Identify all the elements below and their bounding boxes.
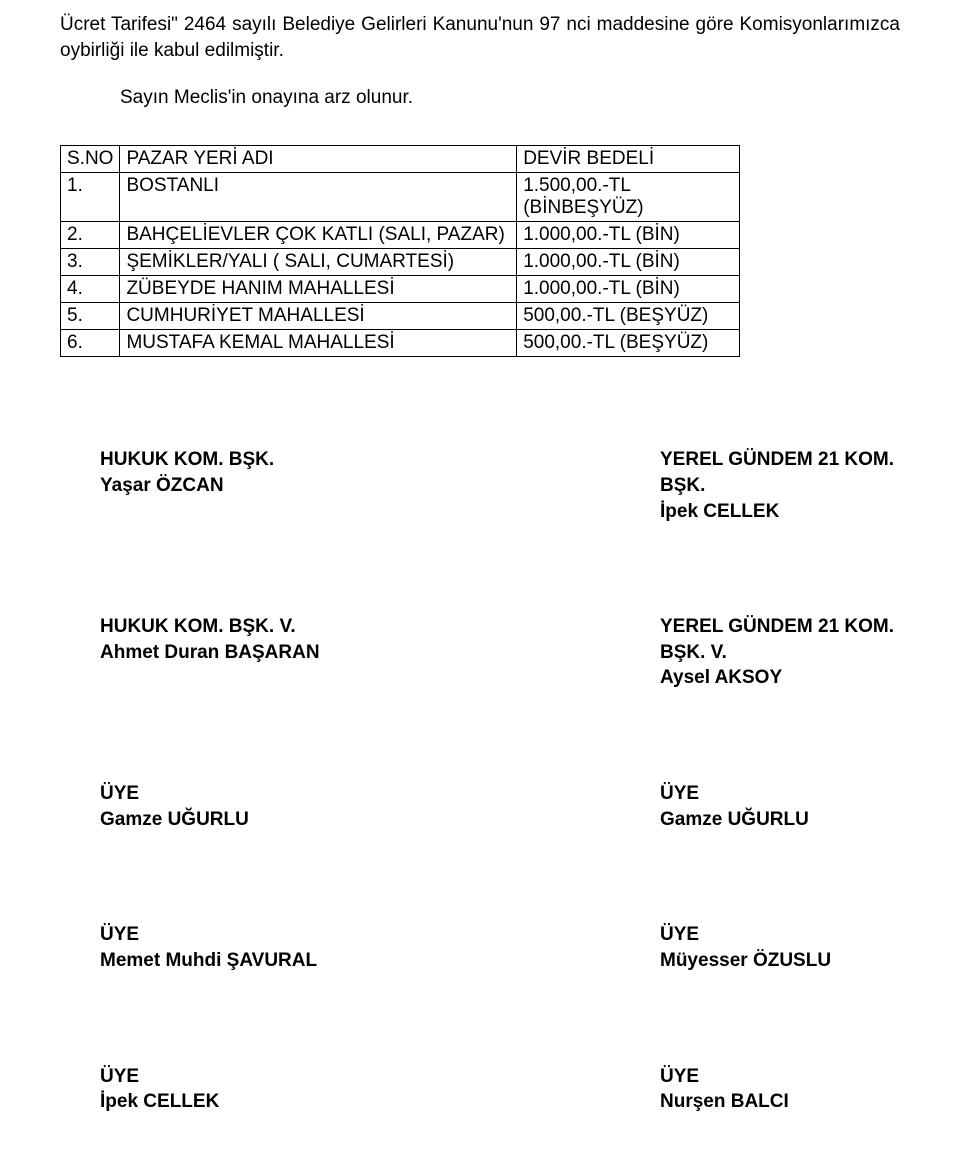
signature-block: ÜYE Nurşen BALCI — [500, 1064, 900, 1115]
cell-name: ŞEMİKLER/YALI ( SALI, CUMARTESİ) — [120, 249, 517, 276]
signature-block: HUKUK KOM. BŞK. Yaşar ÖZCAN — [60, 447, 460, 524]
tariff-table: S.NO PAZAR YERİ ADI DEVİR BEDELİ 1. BOST… — [60, 145, 740, 357]
cell-name: ZÜBEYDE HANIM MAHALLESİ — [120, 276, 517, 303]
cell-name: CUMHURİYET MAHALLESİ — [120, 303, 517, 330]
cell-index: 1. — [61, 173, 120, 222]
signature-text: ÜYE İpek CELLEK — [100, 1064, 460, 1115]
signature-text: ÜYE Müyesser ÖZUSLU — [660, 922, 900, 973]
cell-name: MUSTAFA KEMAL MAHALLESİ — [120, 330, 517, 357]
cell-fee: 1.500,00.-TL (BİNBEŞYÜZ) — [517, 173, 740, 222]
cell-index: 4. — [61, 276, 120, 303]
document-page: Ücret Tarifesi" 2464 sayılı Belediye Gel… — [0, 0, 960, 1155]
cell-index: 5. — [61, 303, 120, 330]
cell-name: BOSTANLI — [120, 173, 517, 222]
signature-block: YEREL GÜNDEM 21 KOM. BŞK. İpek CELLEK — [500, 447, 900, 524]
cell-index: 3. — [61, 249, 120, 276]
submit-line: Sayın Meclis'in onayına arz olunur. — [120, 87, 900, 109]
signature-block: ÜYE Gamze UĞURLU — [500, 781, 900, 832]
signature-text: ÜYE Gamze UĞURLU — [660, 781, 900, 832]
signature-text: HUKUK KOM. BŞK. V. Ahmet Duran BAŞARAN — [100, 614, 460, 665]
table-row: 6. MUSTAFA KEMAL MAHALLESİ 500,00.-TL (B… — [61, 330, 740, 357]
table-row: 5. CUMHURİYET MAHALLESİ 500,00.-TL (BEŞY… — [61, 303, 740, 330]
cell-fee: 1.000,00.-TL (BİN) — [517, 249, 740, 276]
signature-text: YEREL GÜNDEM 21 KOM. BŞK. İpek CELLEK — [660, 447, 900, 524]
signature-text: ÜYE Memet Muhdi ŞAVURAL — [100, 922, 460, 973]
cell-fee: 1.000,00.-TL (BİN) — [517, 222, 740, 249]
signature-block: ÜYE Gamze UĞURLU — [60, 781, 460, 832]
cell-fee: 500,00.-TL (BEŞYÜZ) — [517, 303, 740, 330]
signature-text: YEREL GÜNDEM 21 KOM. BŞK. V. Aysel AKSOY — [660, 614, 900, 691]
cell-index: 2. — [61, 222, 120, 249]
signature-block: ÜYE İpek CELLEK — [60, 1064, 460, 1115]
intro-paragraph: Ücret Tarifesi" 2464 sayılı Belediye Gel… — [60, 12, 900, 63]
cell-name: BAHÇELİEVLER ÇOK KATLI (SALI, PAZAR) — [120, 222, 517, 249]
header-name: PAZAR YERİ ADI — [120, 146, 517, 173]
cell-fee: 1.000,00.-TL (BİN) — [517, 276, 740, 303]
signature-block: ÜYE Müyesser ÖZUSLU — [500, 922, 900, 973]
cell-index: 6. — [61, 330, 120, 357]
signatures-grid: HUKUK KOM. BŞK. Yaşar ÖZCAN YEREL GÜNDEM… — [60, 447, 900, 1115]
table-header-row: S.NO PAZAR YERİ ADI DEVİR BEDELİ — [61, 146, 740, 173]
signature-block: HUKUK KOM. BŞK. V. Ahmet Duran BAŞARAN — [60, 614, 460, 691]
signature-text: HUKUK KOM. BŞK. Yaşar ÖZCAN — [100, 447, 460, 498]
table-row: 4. ZÜBEYDE HANIM MAHALLESİ 1.000,00.-TL … — [61, 276, 740, 303]
header-index: S.NO — [61, 146, 120, 173]
signature-text: ÜYE Gamze UĞURLU — [100, 781, 460, 832]
signature-block: ÜYE Memet Muhdi ŞAVURAL — [60, 922, 460, 973]
signature-text: ÜYE Nurşen BALCI — [660, 1064, 900, 1115]
header-fee: DEVİR BEDELİ — [517, 146, 740, 173]
table-row: 2. BAHÇELİEVLER ÇOK KATLI (SALI, PAZAR) … — [61, 222, 740, 249]
table-row: 3. ŞEMİKLER/YALI ( SALI, CUMARTESİ) 1.00… — [61, 249, 740, 276]
cell-fee: 500,00.-TL (BEŞYÜZ) — [517, 330, 740, 357]
table-row: 1. BOSTANLI 1.500,00.-TL (BİNBEŞYÜZ) — [61, 173, 740, 222]
signature-block: YEREL GÜNDEM 21 KOM. BŞK. V. Aysel AKSOY — [500, 614, 900, 691]
